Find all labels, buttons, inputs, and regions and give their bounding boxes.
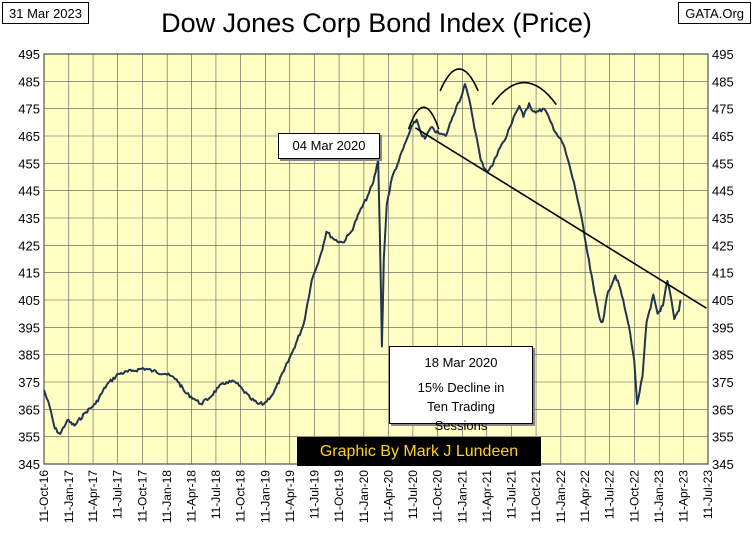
annotation-crash: 18 Mar 2020 15% Decline in Ten Trading S… <box>389 346 533 433</box>
y-tick-label-right: 405 <box>712 293 734 308</box>
y-tick-label-left: 425 <box>18 238 40 253</box>
x-tick-label: 11-Jan-20 <box>357 470 371 523</box>
y-tick-label-right: 485 <box>712 74 734 89</box>
x-tick-label: 11-Oct-16 <box>37 470 51 523</box>
y-tick-label-right: 415 <box>712 266 734 281</box>
y-tick-label-right: 465 <box>712 129 734 144</box>
y-tick-label-right: 475 <box>712 102 734 117</box>
y-tick-label-right: 425 <box>712 238 734 253</box>
plot-area <box>43 53 709 465</box>
y-tick-label-left: 365 <box>18 402 40 417</box>
y-tick-label-right: 495 <box>712 47 734 62</box>
x-tick-label: 11-Apr-21 <box>480 470 494 523</box>
x-tick-label: 11-Jan-23 <box>652 470 666 523</box>
x-tick-label: 11-Jan-17 <box>62 470 76 523</box>
x-tick-label: 11-Jul-23 <box>701 470 715 519</box>
x-tick-label: 11-Apr-20 <box>381 470 395 523</box>
y-tick-label-left: 415 <box>18 266 40 281</box>
x-tick-label: 11-Oct-21 <box>529 470 543 523</box>
x-tick-label: 11-Jul-19 <box>307 470 321 519</box>
site-label: GATA.Org <box>678 2 751 24</box>
x-tick-label: 11-Apr-17 <box>86 470 100 523</box>
y-tick-label-left: 475 <box>18 102 40 117</box>
date-label: 31 Mar 2023 <box>2 2 89 24</box>
y-tick-label-right: 435 <box>712 211 734 226</box>
chart-title: Dow Jones Corp Bond Index (Price) <box>161 8 592 38</box>
y-tick-label-right: 375 <box>712 375 734 390</box>
y-tick-label-left: 355 <box>18 430 40 445</box>
y-tick-label-left: 445 <box>18 184 40 199</box>
x-tick-label: 11-Apr-22 <box>578 470 592 523</box>
y-tick-label-left: 375 <box>18 375 40 390</box>
x-tick-label: 11-Apr-18 <box>184 470 198 523</box>
y-tick-label-left: 345 <box>18 457 40 472</box>
y-tick-label-left: 485 <box>18 74 40 89</box>
x-tick-label: 11-Jul-20 <box>406 470 420 519</box>
x-tick-label: 11-Apr-23 <box>676 470 690 523</box>
y-tick-label-left: 385 <box>18 348 40 363</box>
pattern-arcs <box>407 68 557 130</box>
x-tick-label: 11-Oct-20 <box>431 470 445 523</box>
x-tick-label: 11-Jan-22 <box>554 470 568 523</box>
y-tick-label-left: 495 <box>18 47 40 62</box>
trend-line <box>414 127 707 309</box>
x-tick-label: 11-Jan-21 <box>456 470 470 523</box>
annotation-crash-text: 15% Decline in Ten Trading Sessions <box>417 380 505 433</box>
y-tick-label-right: 445 <box>712 184 734 199</box>
y-tick-label-left: 435 <box>18 211 40 226</box>
grid-layer <box>43 53 709 465</box>
y-tick-label-right: 365 <box>712 402 734 417</box>
y-tick-label-left: 405 <box>18 293 40 308</box>
y-tick-label-right: 355 <box>712 430 734 445</box>
x-tick-label: 11-Jul-21 <box>504 470 518 519</box>
y-tick-label-right: 395 <box>712 320 734 335</box>
x-tick-label: 11-Jul-17 <box>111 470 125 519</box>
annotation-crash-date: 18 Mar 2020 <box>424 355 498 370</box>
y-tick-label-left: 395 <box>18 320 40 335</box>
x-tick-label: 11-Oct-18 <box>234 470 248 523</box>
pattern-arc <box>491 81 557 106</box>
x-tick-label: 11-Oct-17 <box>135 470 149 523</box>
annotation-peak: 04 Mar 2020 <box>278 133 380 159</box>
x-tick-label: 11-Apr-19 <box>283 470 297 523</box>
x-tick-label: 11-Jan-18 <box>160 470 174 523</box>
credit-label: Graphic By Mark J Lundeen <box>297 437 541 466</box>
y-tick-label-right: 455 <box>712 156 734 171</box>
y-tick-label-left: 455 <box>18 156 40 171</box>
x-tick-label: 11-Oct-22 <box>627 470 641 523</box>
price-series-line <box>43 83 682 435</box>
tick-layer: 345 345 355 355 365 365 375 375 385 385 395 395 405 4… <box>18 47 733 523</box>
x-tick-label: 11-Jul-22 <box>603 470 617 519</box>
x-tick-label: 11-Jul-18 <box>209 470 223 519</box>
x-tick-label: 11-Jan-19 <box>259 470 273 523</box>
x-tick-label: 11-Oct-19 <box>332 470 346 523</box>
pattern-arc <box>439 68 479 92</box>
y-tick-label-right: 345 <box>712 457 734 472</box>
pattern-arc <box>407 106 440 130</box>
annotation-peak-date: 04 Mar 2020 <box>292 138 366 153</box>
y-tick-label-right: 385 <box>712 348 734 363</box>
y-tick-label-left: 465 <box>18 129 40 144</box>
